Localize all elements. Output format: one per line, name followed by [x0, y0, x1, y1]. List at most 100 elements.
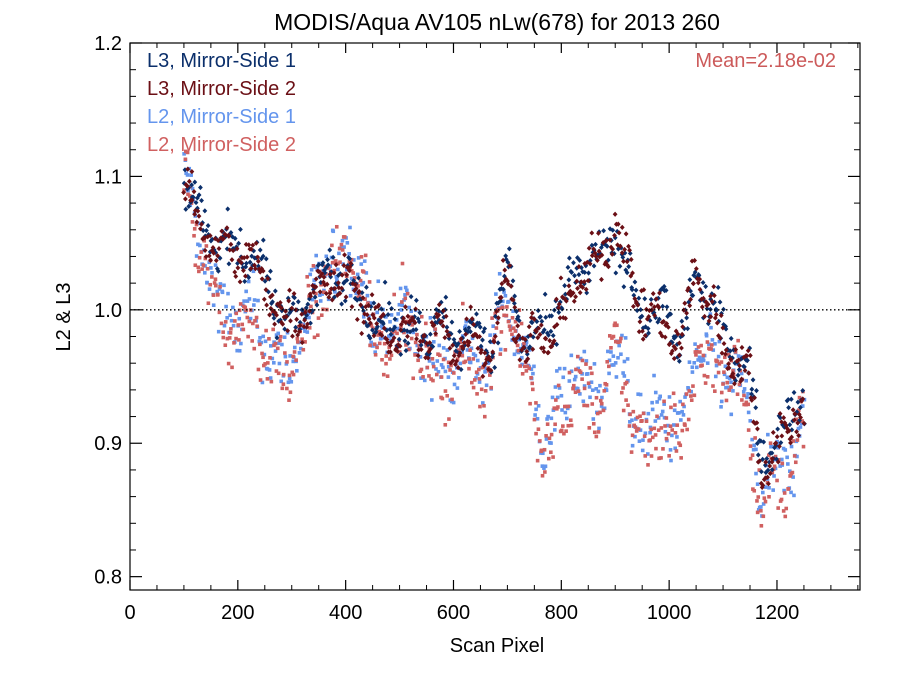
data-point	[615, 221, 621, 227]
data-point	[800, 388, 806, 394]
data-point	[262, 278, 268, 284]
data-point	[661, 283, 667, 290]
data-point	[202, 238, 207, 243]
data-point	[377, 329, 381, 334]
data-point	[687, 303, 693, 309]
data-point	[212, 281, 217, 285]
data-point	[528, 401, 532, 406]
data-point	[511, 309, 515, 314]
data-point	[439, 363, 444, 367]
data-point	[702, 373, 707, 378]
data-point	[591, 263, 597, 269]
data-point	[759, 469, 764, 475]
data-point	[581, 399, 586, 404]
data-point	[325, 262, 331, 268]
data-point	[319, 313, 324, 318]
data-point	[182, 188, 186, 192]
data-point	[575, 354, 580, 359]
data-point	[701, 353, 706, 358]
data-point	[737, 382, 742, 387]
data-point	[779, 497, 784, 502]
data-point	[215, 289, 220, 294]
data-point	[529, 319, 535, 326]
data-point	[399, 308, 404, 312]
data-point	[703, 283, 709, 290]
data-point	[253, 240, 259, 246]
data-point	[599, 252, 605, 258]
data-point	[588, 366, 593, 370]
data-point	[443, 389, 448, 393]
data-point	[189, 173, 193, 177]
data-point	[286, 380, 291, 385]
data-point	[226, 261, 232, 267]
data-point	[704, 306, 710, 312]
plot-frame	[129, 42, 861, 591]
data-point	[314, 291, 318, 296]
legend-entry-l3-ms2: L3, Mirror-Side 2	[147, 78, 296, 100]
data-point	[630, 303, 636, 310]
data-point	[426, 348, 432, 355]
data-point	[687, 360, 692, 364]
data-point	[339, 242, 344, 247]
data-point	[353, 281, 358, 288]
data-point	[776, 443, 782, 450]
data-points	[181, 149, 807, 528]
data-point	[571, 383, 576, 388]
data-point	[559, 428, 564, 433]
data-point	[310, 297, 315, 302]
data-point	[557, 386, 562, 390]
data-point	[340, 248, 345, 252]
data-point	[237, 279, 243, 285]
data-point	[211, 250, 217, 256]
data-point	[216, 329, 221, 334]
data-point	[455, 365, 461, 371]
data-point	[439, 375, 444, 379]
data-point	[563, 315, 568, 321]
data-point	[610, 246, 616, 252]
data-point	[648, 301, 654, 307]
data-point	[473, 323, 478, 329]
data-point	[303, 305, 309, 311]
data-point	[697, 276, 703, 282]
data-point	[231, 305, 235, 310]
data-point	[410, 323, 414, 327]
data-point	[446, 364, 451, 369]
data-point	[515, 314, 521, 320]
data-point	[779, 419, 784, 425]
data-point	[321, 274, 327, 280]
data-point	[297, 322, 303, 329]
data-point	[315, 266, 320, 271]
data-point	[676, 352, 682, 358]
data-point	[680, 324, 686, 330]
data-point	[693, 342, 697, 346]
data-point	[395, 348, 400, 354]
data-point	[515, 323, 521, 329]
data-point	[230, 247, 236, 254]
data-point	[339, 246, 344, 250]
y-tick-label: 1.0	[94, 300, 122, 322]
data-point	[229, 327, 233, 331]
data-point	[221, 330, 225, 334]
data-point	[385, 339, 391, 346]
data-point	[543, 336, 549, 342]
data-point	[705, 375, 710, 379]
data-point	[649, 427, 653, 432]
data-point	[619, 250, 625, 256]
data-point	[347, 256, 353, 262]
data-point	[495, 340, 501, 346]
data-point	[513, 329, 518, 333]
data-point	[635, 415, 640, 420]
data-point	[548, 328, 554, 334]
data-point	[673, 334, 679, 340]
data-point	[709, 343, 714, 347]
data-point	[192, 179, 198, 185]
data-point	[467, 357, 471, 361]
data-point	[611, 354, 616, 358]
data-point	[642, 332, 648, 339]
data-point	[757, 468, 762, 472]
data-point	[405, 313, 411, 319]
data-point	[698, 350, 702, 354]
data-point	[770, 429, 776, 436]
data-point	[682, 300, 688, 306]
data-point	[294, 316, 300, 323]
